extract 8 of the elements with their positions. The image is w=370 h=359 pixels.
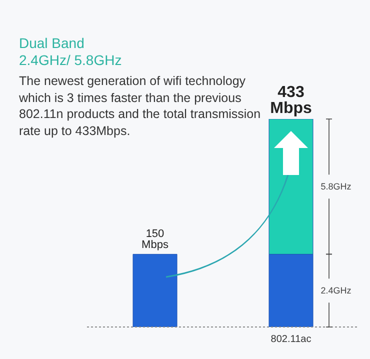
series-label: 5.8GHz: [320, 182, 352, 192]
series-label: 2.4GHz: [320, 286, 352, 296]
annotation: 150 Mbps: [142, 228, 169, 252]
annotation: The newest generation of wifi technology which is 3 times faster than the previous 802.11n products and the total transmission rate up to 433Mbps.: [19, 73, 262, 139]
chart-subtitle: 2.4GHz/ 5.8GHz: [19, 52, 122, 69]
chart-title: Dual Band: [19, 35, 86, 52]
x-tick-label: 802.11ac: [270, 334, 312, 346]
annotation: 433 Mbps: [270, 84, 312, 117]
